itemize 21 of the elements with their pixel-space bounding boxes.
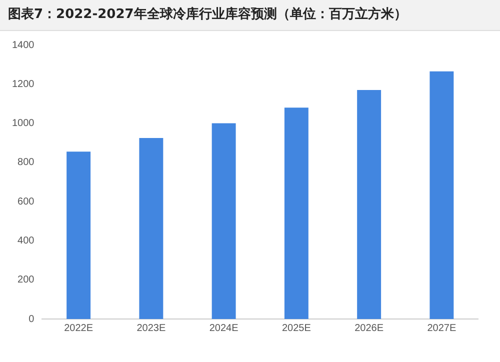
bar [357,90,382,319]
x-tick-label: 2025E [282,322,312,334]
x-tick-label: 2026E [354,322,384,334]
y-tick-label: 1400 [12,40,35,51]
x-tick-label: 2022E [64,322,94,334]
y-tick-label: 800 [18,157,35,168]
x-tick-label: 2027E [427,322,456,334]
y-tick-label: 600 [18,196,35,208]
bar [212,123,236,319]
y-tick-label: 1200 [12,78,35,90]
bar [139,138,164,319]
y-tick-label: 0 [28,314,35,325]
x-tick-label: 2024E [209,322,239,334]
y-tick-label: 200 [18,274,35,286]
bar [284,108,308,319]
bar [66,152,91,319]
bar [430,71,454,319]
x-tick-label: 2023E [136,322,166,334]
chart-title: 图表7：2022-2027年全球冷库行业库容预测（单位：百万立方米） [0,0,500,31]
y-tick-label: 400 [18,235,35,246]
y-tick-label: 1000 [12,118,35,130]
